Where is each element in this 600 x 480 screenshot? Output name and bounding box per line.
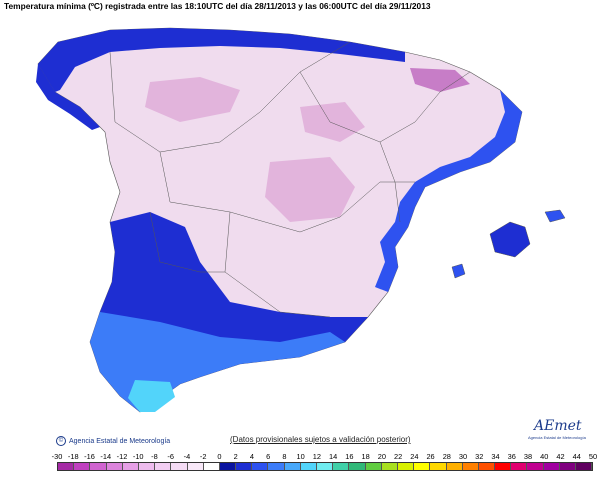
north-coast-band <box>38 28 405 92</box>
scale-swatch <box>203 463 220 470</box>
scale-label: 8 <box>282 452 287 461</box>
provisional-data-note: (Datos provisionales sujetos a validació… <box>230 435 411 444</box>
east-coast-band <box>375 90 522 292</box>
scale-swatch <box>446 463 463 470</box>
region-borders <box>109 41 471 318</box>
scale-swatch <box>559 463 576 470</box>
cadiz-warmest-region <box>128 380 175 412</box>
scale-label: 20 <box>377 452 386 461</box>
scale-swatch <box>155 463 172 470</box>
scale-swatch <box>219 463 237 470</box>
scale-label: 24 <box>410 452 419 461</box>
scale-label: -12 <box>116 452 128 461</box>
scale-label: -30 <box>51 452 63 461</box>
scale-swatch <box>74 463 91 470</box>
map-title: Temperatura mínima (ºC) registrada entre… <box>4 1 431 11</box>
scale-swatch <box>414 463 431 470</box>
scale-swatch <box>495 463 512 470</box>
scale-swatch <box>171 463 188 470</box>
scale-swatch <box>543 463 560 470</box>
scale-label: 6 <box>266 452 271 461</box>
scale-label: -16 <box>84 452 95 461</box>
scale-swatch <box>58 463 75 470</box>
scale-swatch <box>349 463 366 470</box>
scale-swatch <box>268 463 285 470</box>
scale-swatch <box>300 463 317 470</box>
scale-label: 30 <box>458 452 468 461</box>
agency-credit: © Agencia Estatal de Meteorología <box>56 436 170 446</box>
aemet-logo: AEmet Agencia Estatal de Meteorología <box>520 418 586 444</box>
copyright-icon: © <box>56 436 66 446</box>
scale-label: 26 <box>426 452 435 461</box>
scale-label: 16 <box>345 452 354 461</box>
scale-label: 4 <box>249 452 254 461</box>
scale-label: 14 <box>328 452 338 461</box>
scale-label: 2 <box>233 452 238 461</box>
scale-label: -8 <box>151 452 158 461</box>
scale-label: 34 <box>491 452 500 461</box>
scale-label: 40 <box>540 452 549 461</box>
scale-label: 32 <box>475 452 484 461</box>
scale-label: -4 <box>183 452 191 461</box>
scale-label: 50 <box>588 452 598 461</box>
scale-swatch <box>106 463 123 470</box>
scale-label: 22 <box>393 452 403 461</box>
scale-swatch <box>284 463 301 470</box>
scale-label: 12 <box>312 452 321 461</box>
island-ibiza <box>451 263 466 279</box>
scale-swatch <box>187 463 204 470</box>
scale-label: -2 <box>199 452 207 461</box>
scale-label: 10 <box>296 452 305 461</box>
scale-swatch <box>90 463 107 470</box>
scale-swatch <box>478 463 496 470</box>
galicia-west-band <box>36 64 100 130</box>
scale-label: 42 <box>556 452 565 461</box>
scale-swatch <box>430 463 447 470</box>
scale-label: 28 <box>442 452 451 461</box>
agency-credit-text: Agencia Estatal de Meteorología <box>69 437 171 445</box>
temperature-color-scale <box>57 462 593 471</box>
scale-swatch <box>511 463 528 470</box>
cold-patch-central <box>265 157 355 222</box>
scale-label: -6 <box>167 452 174 461</box>
scale-swatch <box>462 463 479 470</box>
scale-label: 38 <box>523 452 533 461</box>
scale-swatch <box>333 463 350 470</box>
scale-label: -14 <box>100 452 112 461</box>
scale-label: 44 <box>572 452 581 461</box>
cold-patch-iberico <box>300 102 365 142</box>
scale-swatch <box>397 463 415 470</box>
scale-swatch <box>122 463 139 470</box>
scale-label: 36 <box>507 452 516 461</box>
scale-swatch <box>236 463 253 470</box>
scale-label: -18 <box>67 452 79 461</box>
scale-swatch <box>365 463 382 470</box>
scale-swatch <box>317 463 334 470</box>
scale-swatch <box>527 463 544 470</box>
scale-label: 18 <box>361 452 370 461</box>
scale-label: -10 <box>132 452 144 461</box>
island-mallorca <box>489 221 531 258</box>
scale-label: 0 <box>217 452 222 461</box>
scale-swatch <box>381 463 398 470</box>
scale-swatch <box>576 463 593 470</box>
temperature-map <box>36 27 566 413</box>
scale-swatch <box>252 463 269 470</box>
logo-subtitle: Agencia Estatal de Meteorología <box>528 435 586 440</box>
island-menorca <box>544 209 566 223</box>
cold-patch-pyrenees <box>410 68 470 92</box>
scale-swatch <box>138 463 156 470</box>
logo-name: AEmet <box>534 418 582 434</box>
cold-patch-north <box>145 77 240 122</box>
scale-labels: -30 -18 -16 -14 -12 -10 -8 -6 -4 -2 0 2 4 6 8 10 12 14 16 1… <box>52 452 597 462</box>
